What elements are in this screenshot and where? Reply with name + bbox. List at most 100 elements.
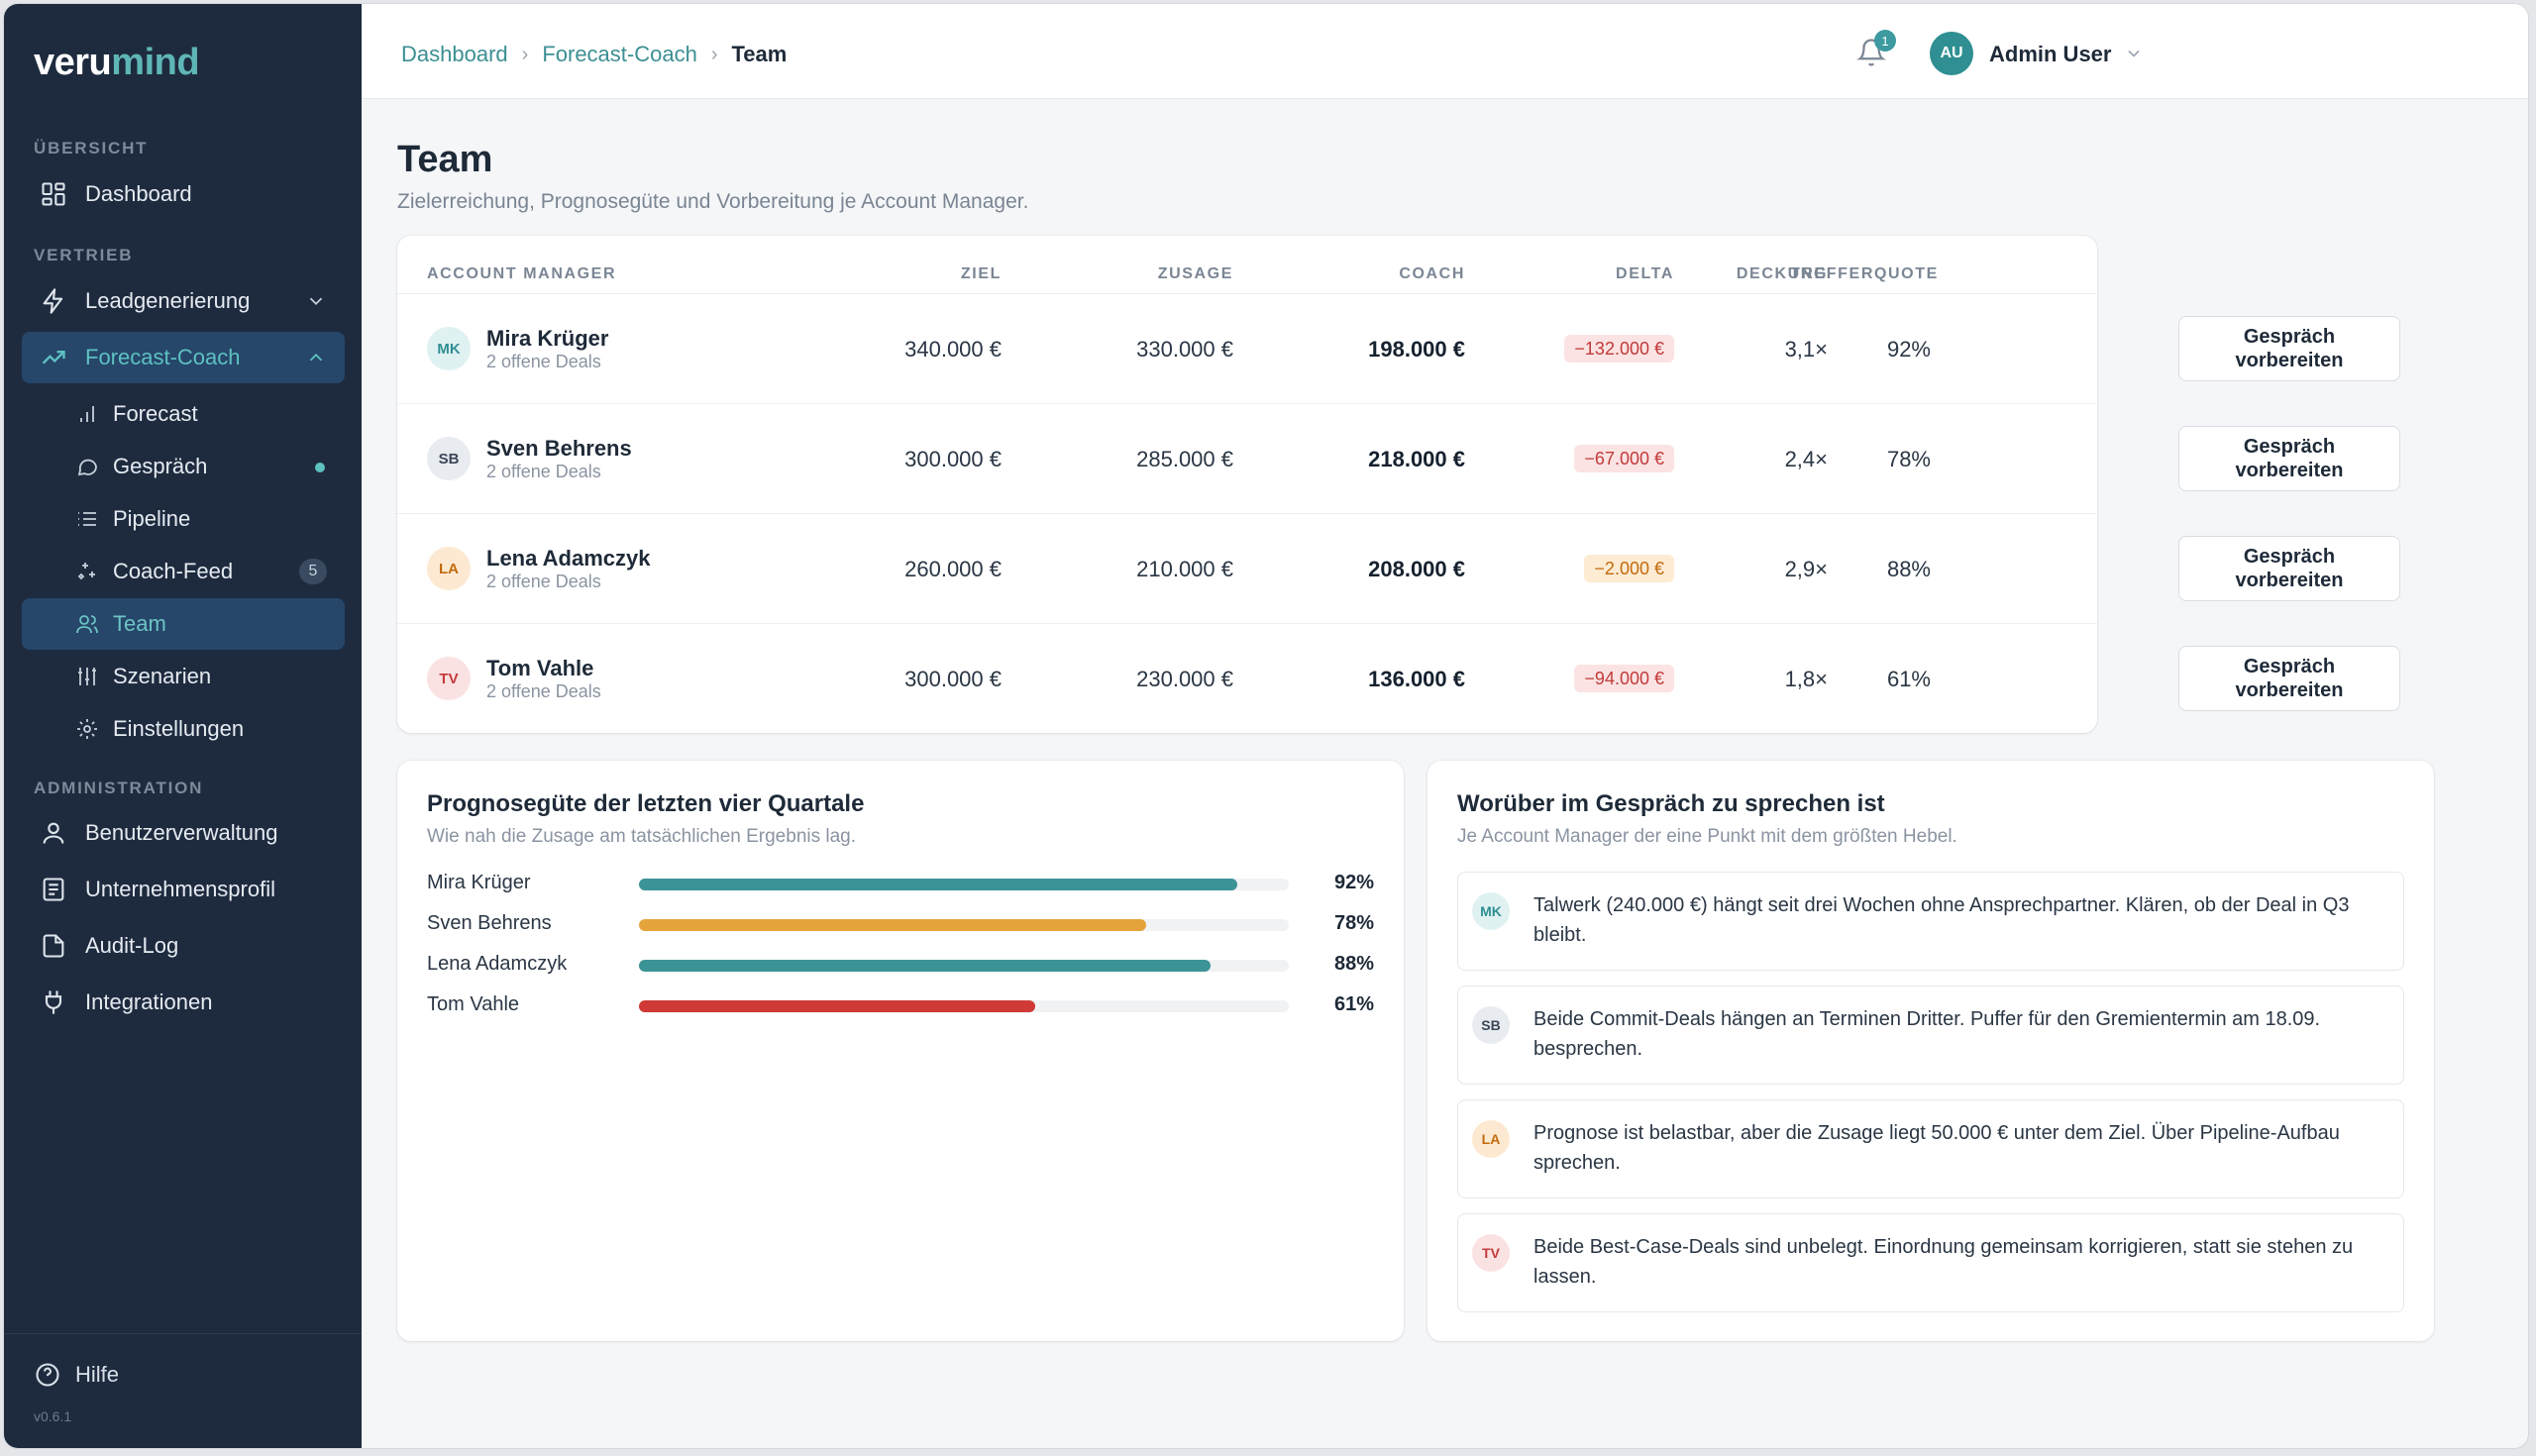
bar-value: 88% [1333, 953, 1374, 975]
cell-deckung: 2,9× [1784, 557, 1828, 581]
cell-zusage: 285.000 € [1136, 447, 1233, 471]
sidebar-item-audit-log[interactable]: Audit-Log [22, 920, 345, 972]
brand-logo-part2: mind [111, 42, 200, 83]
user-menu-name[interactable]: Admin User [1989, 42, 2112, 66]
sidebar-divider [4, 1333, 362, 1334]
card-title: Prognosegüte der letzten vier Quartale [427, 790, 865, 817]
sidebar-item-szenarien[interactable]: Szenarien [22, 651, 345, 702]
users-icon [76, 615, 98, 634]
sidebar-item-label: Pipeline [113, 506, 191, 531]
grid-icon [42, 182, 65, 206]
bell-icon[interactable] [1856, 38, 1886, 67]
brand-logo-part1: veru [34, 42, 112, 83]
column-header-coach: COACH [1399, 265, 1465, 282]
gear-icon [77, 719, 97, 739]
list-icon [78, 512, 96, 526]
sidebar-item-forecast-coach[interactable]: Forecast-Coach [22, 332, 345, 383]
cell-trefferquote: 92% [1886, 337, 1931, 362]
column-header-ziel: ZIEL [960, 265, 1002, 282]
avatar: LA [1472, 1120, 1510, 1158]
cell-coach: 218.000 € [1368, 447, 1465, 471]
quality-bar-row: Sven Behrens 78% [427, 912, 1374, 938]
sidebar-item-label: Forecast-Coach [85, 345, 241, 369]
prepare-conversation-button[interactable]: Gespräch vorbereiten [2178, 426, 2400, 491]
avatar: TV [1472, 1234, 1510, 1272]
sidebar-item-benutzerverwaltung[interactable]: Benutzerverwaltung [22, 807, 345, 859]
manager-name: Lena Adamczyk [486, 546, 651, 571]
chevron-right-icon: › [710, 43, 718, 65]
sidebar-item-einstellungen[interactable]: Einstellungen [22, 703, 345, 755]
talking-point-text: Beide Commit-Deals hängen an Terminen Dr… [1533, 1008, 2321, 1060]
quality-bar-row: Lena Adamczyk 88% [427, 953, 1374, 979]
bar-label: Tom Vahle [427, 993, 520, 1015]
table-row: LA Lena Adamczyk 2 offene Deals 260.000 … [397, 514, 2400, 624]
bar-label: Lena Adamczyk [427, 953, 568, 975]
column-header-delta: DELTA [1616, 265, 1674, 282]
sidebar-item-label: Einstellungen [113, 716, 245, 741]
cell-ziel: 300.000 € [904, 667, 1002, 691]
breadcrumb-forecast-coach[interactable]: Forecast-Coach [542, 42, 697, 66]
document-icon [43, 878, 64, 901]
talking-point-text: Talwerk (240.000 €) hängt seit drei Woch… [1533, 894, 2350, 946]
bar-value: 78% [1333, 912, 1374, 934]
card-subtitle: Wie nah die Zusage am tatsächlichen Erge… [427, 826, 857, 847]
sidebar-item-forecast[interactable]: Forecast [22, 388, 345, 440]
sidebar-item-leadgen[interactable]: Leadgenerierung [22, 275, 345, 327]
section-label-sales: VERTRIEB [34, 246, 134, 264]
team-table: ACCOUNT MANAGER ZIEL ZUSAGE COACH DELTA … [397, 236, 2400, 733]
sidebar-item-gespraech[interactable]: Gespräch [22, 441, 345, 492]
bar-value: 61% [1333, 993, 1374, 1015]
brand-logo[interactable]: verumind [34, 42, 200, 84]
manager-name: Mira Krüger [486, 326, 609, 351]
open-deals: 2 offene Deals [486, 681, 601, 701]
cell-deckung: 1,8× [1784, 667, 1828, 691]
sidebar-item-unternehmensprofil[interactable]: Unternehmensprofil [22, 864, 345, 915]
sparkle-icon [77, 563, 95, 580]
column-header-trefferquote: TREFFERQUOTE [1790, 265, 1939, 282]
chevron-up-icon [309, 353, 323, 362]
sidebar-item-coach-feed[interactable]: Coach-Feed 5 [22, 546, 345, 597]
sidebar-item-label: Leadgenerierung [85, 288, 251, 313]
avatar: SB [1472, 1006, 1510, 1044]
forecast-quality-card: Prognosegüte der letzten vier Quartale W… [397, 761, 1404, 1341]
talking-point: LA Prognose ist belastbar, aber die Zusa… [1457, 1099, 2404, 1198]
sidebar-item-pipeline[interactable]: Pipeline [22, 493, 345, 545]
prepare-conversation-button[interactable]: Gespräch vorbereiten [2178, 646, 2400, 711]
app-version: v0.6.1 [34, 1408, 72, 1424]
cell-zusage: 330.000 € [1136, 337, 1233, 362]
help-label: Hilfe [75, 1362, 120, 1387]
sidebar-item-integrationen[interactable]: Integrationen [22, 977, 345, 1028]
cell-deckung: 3,1× [1784, 337, 1828, 362]
cell-zusage: 210.000 € [1136, 557, 1233, 581]
sidebar-item-team[interactable]: Team [22, 598, 345, 650]
avatar: TV [427, 657, 471, 700]
bar-fill [639, 1000, 1036, 1012]
trending-up-icon [42, 351, 65, 364]
avatar[interactable]: AU [1930, 32, 1973, 75]
cell-ziel: 260.000 € [904, 557, 1002, 581]
table-header-divider [397, 293, 2097, 294]
prepare-conversation-button[interactable]: Gespräch vorbereiten [2178, 316, 2400, 381]
sidebar-item-dashboard[interactable]: Dashboard [22, 168, 345, 220]
coach-feed-count-badge: 5 [299, 559, 327, 584]
cell-trefferquote: 88% [1886, 557, 1931, 581]
cell-delta-badge: −132.000 € [1564, 335, 1674, 363]
cell-delta-badge: −2.000 € [1584, 555, 1674, 582]
sidebar-item-label: Benutzerverwaltung [85, 820, 278, 845]
lightning-icon [43, 288, 63, 314]
table-row: MK Mira Krüger 2 offene Deals 340.000 € … [397, 294, 2400, 404]
manager-name: Tom Vahle [486, 656, 594, 680]
breadcrumb-dashboard[interactable]: Dashboard [401, 42, 508, 66]
help-link[interactable]: Hilfe [34, 1361, 119, 1389]
sidebar-item-label: Unternehmensprofil [85, 877, 275, 901]
prepare-conversation-button[interactable]: Gespräch vorbereiten [2178, 536, 2400, 601]
talking-points-card: Worüber im Gespräch zu sprechen ist Je A… [1427, 761, 2434, 1341]
cell-ziel: 300.000 € [904, 447, 1002, 471]
column-header-account-manager: ACCOUNT MANAGER [427, 265, 617, 282]
chevron-down-icon[interactable] [2124, 44, 2144, 63]
bar-fill [639, 960, 1212, 972]
file-icon [43, 934, 64, 958]
cell-coach: 208.000 € [1368, 557, 1465, 581]
open-deals: 2 offene Deals [486, 462, 601, 481]
bar-track [639, 879, 1289, 890]
